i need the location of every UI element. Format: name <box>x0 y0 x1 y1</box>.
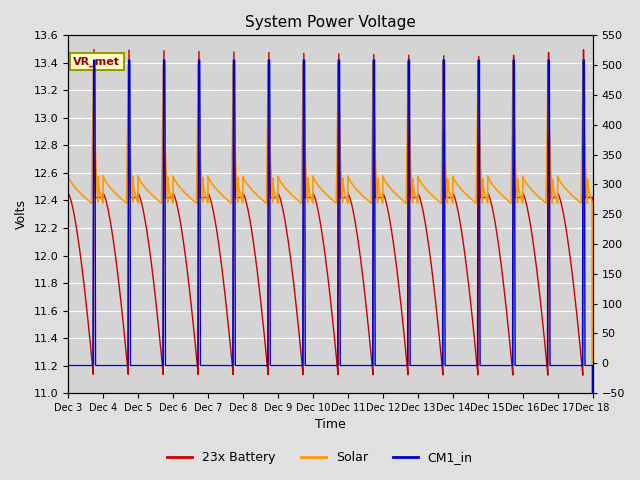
Solar <box>64 173 72 179</box>
CM1_in <box>64 363 72 369</box>
CM1_in <box>585 363 593 369</box>
Y-axis label: Volts: Volts <box>15 199 28 229</box>
Title: System Power Voltage: System Power Voltage <box>245 15 416 30</box>
CM1_in <box>262 363 269 369</box>
Line: 23x Battery: 23x Battery <box>68 49 593 480</box>
Line: CM1_in: CM1_in <box>68 60 593 480</box>
Solar <box>262 200 269 205</box>
CM1_in <box>90 57 97 63</box>
23x Battery <box>192 344 200 350</box>
Solar <box>579 57 587 63</box>
23x Battery <box>300 313 307 319</box>
23x Battery <box>189 317 196 323</box>
23x Battery <box>585 195 593 201</box>
Solar <box>585 186 593 192</box>
CM1_in <box>186 363 194 369</box>
CM1_in <box>300 85 307 91</box>
Solar <box>300 78 307 84</box>
Solar <box>189 197 196 203</box>
CM1_in <box>189 363 196 369</box>
23x Battery <box>64 191 72 196</box>
Line: Solar: Solar <box>68 60 593 480</box>
X-axis label: Time: Time <box>315 419 346 432</box>
CM1_in <box>192 363 200 369</box>
Solar <box>186 195 194 201</box>
23x Battery <box>90 47 98 52</box>
23x Battery <box>262 348 269 354</box>
Text: VR_met: VR_met <box>74 57 120 67</box>
Legend: 23x Battery, Solar, CM1_in: 23x Battery, Solar, CM1_in <box>163 446 477 469</box>
23x Battery <box>186 291 194 297</box>
Solar <box>191 200 199 205</box>
